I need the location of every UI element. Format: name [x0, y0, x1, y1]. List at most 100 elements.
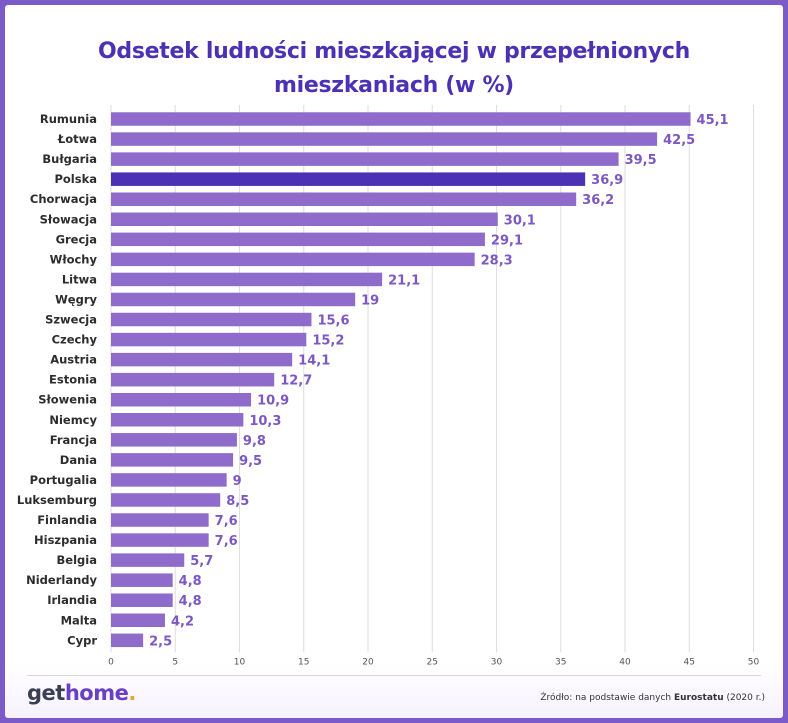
category-label: Malta	[61, 613, 97, 627]
bar	[111, 593, 173, 607]
category-label: Belgia	[57, 553, 97, 567]
category-label: Czechy	[52, 333, 98, 347]
bar	[111, 252, 475, 267]
category-label: Niderlandy	[26, 573, 97, 587]
infographic-frame: Odsetek ludności mieszkającej w przepełn…	[5, 5, 783, 718]
value-label: 9,5	[239, 454, 262, 469]
bar	[111, 332, 307, 347]
x-tick-label: 5	[172, 657, 178, 667]
x-tick-label: 45	[684, 657, 695, 667]
chart-title-line-1: Odsetek ludności mieszkającej w przepełn…	[98, 39, 690, 64]
bar	[111, 212, 498, 227]
x-tick-label: 30	[491, 657, 503, 667]
category-label: Austria	[50, 353, 97, 367]
category-label: Niemcy	[49, 413, 97, 427]
value-label: 36,9	[591, 173, 623, 188]
x-tick-label: 20	[362, 657, 374, 667]
bar	[111, 292, 356, 307]
category-label: Luksemburg	[17, 493, 97, 507]
category-label: Francja	[50, 433, 97, 447]
x-tick-label: 35	[555, 657, 566, 667]
source-note: Źródło: na podstawie danych Eurostatu (2…	[540, 693, 765, 703]
value-label: 15,6	[317, 314, 349, 329]
category-label: Węgry	[55, 292, 97, 306]
value-label: 19	[361, 293, 379, 308]
value-label: 9	[233, 474, 242, 489]
chart-title: Odsetek ludności mieszkającej w przepełn…	[5, 35, 783, 103]
bar	[111, 553, 185, 567]
value-label: 21,1	[388, 273, 420, 288]
bar	[111, 453, 234, 467]
value-label: 29,1	[491, 233, 523, 248]
bar	[111, 413, 244, 427]
bar	[111, 132, 658, 146]
category-label: Szwecja	[45, 313, 97, 327]
bar	[111, 272, 383, 287]
bar-chart: 0 5 10 15 20 25 30 35 40 45 50 Rumunia 45,1 Łotwa 42,5…	[17, 105, 760, 667]
bar	[111, 573, 173, 587]
logo-home-text: home	[64, 681, 129, 705]
bar	[111, 633, 144, 648]
category-label: Hiszpania	[34, 533, 97, 547]
value-label: 5,7	[190, 554, 213, 569]
chart-title-line-2: mieszkaniach (w %)	[274, 73, 514, 98]
logo-get-text: get	[27, 681, 65, 705]
bar	[111, 352, 293, 367]
value-label: 4,8	[179, 594, 202, 609]
bar	[111, 493, 221, 507]
value-label: 42,5	[663, 133, 695, 148]
category-label: Finlandia	[37, 513, 97, 527]
bar	[111, 312, 312, 327]
category-label: Słowacja	[40, 212, 97, 226]
logo-dot: .	[128, 681, 136, 705]
bar	[111, 613, 165, 628]
category-label: Grecja	[56, 232, 97, 246]
category-label: Dania	[60, 453, 97, 467]
value-label: 9,8	[243, 434, 266, 449]
value-label: 28,3	[481, 253, 513, 268]
value-label: 30,1	[504, 213, 536, 228]
category-label: Cypr	[67, 633, 97, 647]
category-label: Irlandia	[47, 593, 97, 607]
category-label: Rumunia	[40, 112, 97, 126]
category-label: Portugalia	[30, 473, 97, 487]
bar	[111, 392, 252, 407]
gethome-logo: gethome.	[27, 681, 136, 705]
category-label: Bułgaria	[42, 152, 97, 166]
value-label: 10,3	[249, 414, 281, 429]
value-label: 7,6	[215, 514, 238, 529]
category-label: Chorwacja	[30, 192, 97, 206]
category-label: Włochy	[50, 252, 98, 266]
bar	[111, 433, 237, 447]
value-label: 36,2	[582, 193, 614, 208]
x-tick-label: 50	[748, 657, 760, 667]
value-label: 2,5	[149, 634, 172, 649]
value-label: 10,9	[257, 394, 289, 409]
source-suffix: (2020 r.)	[723, 693, 765, 703]
value-label: 45,1	[697, 113, 729, 128]
bar	[111, 473, 227, 487]
value-label: 4,2	[171, 614, 194, 629]
bar	[111, 533, 209, 547]
source-bold: Eurostatu	[673, 693, 724, 703]
bar	[111, 112, 691, 126]
category-label: Polska	[54, 172, 97, 186]
x-tick-label: 0	[108, 657, 114, 667]
footer-divider	[27, 675, 761, 676]
value-label: 39,5	[625, 153, 657, 168]
category-label: Łotwa	[57, 132, 97, 146]
bar	[111, 172, 586, 186]
value-label: 7,6	[215, 534, 238, 549]
x-tick-label: 15	[298, 657, 309, 667]
bar	[111, 513, 209, 527]
bar	[111, 152, 619, 166]
bar	[111, 232, 485, 247]
bar	[111, 192, 577, 206]
value-label: 15,2	[312, 334, 344, 349]
value-label: 14,1	[298, 354, 330, 369]
category-label: Litwa	[62, 272, 97, 286]
x-tick-label: 10	[234, 657, 246, 667]
bar	[111, 372, 275, 387]
value-label: 8,5	[226, 494, 249, 509]
x-tick-label: 40	[619, 657, 631, 667]
